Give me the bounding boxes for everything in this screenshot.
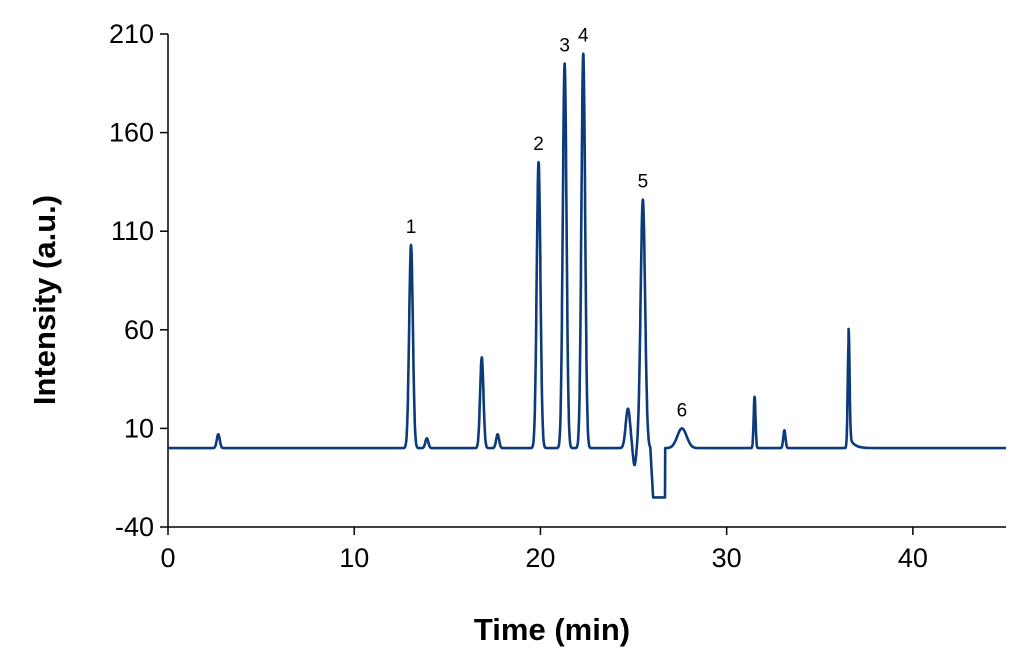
peak-label-4: 4 <box>578 26 589 47</box>
peak-label-2: 2 <box>533 134 544 155</box>
peak-labels: 1 2 3 4 5 6 <box>406 26 688 422</box>
chromatogram-trace <box>166 52 1008 499</box>
x-tick-label: 20 <box>525 543 555 573</box>
y-tick-label: 60 <box>124 315 154 345</box>
y-tick-label: 110 <box>111 216 154 246</box>
x-tick-label: 40 <box>898 543 928 573</box>
peak-label-3: 3 <box>559 36 570 57</box>
x-axis-title: Time (min) <box>474 612 630 647</box>
y-tick-label: 160 <box>109 118 154 148</box>
tick-labels: -40 10 60 110 160 210 0 10 20 30 40 <box>109 19 928 573</box>
x-tick-label: 30 <box>712 543 742 573</box>
tick-marks <box>160 33 914 535</box>
y-axis-title: Intensity (a.u.) <box>27 195 62 405</box>
peak-label-5: 5 <box>638 172 649 193</box>
axes <box>167 34 1006 528</box>
x-tick-label: 0 <box>160 543 175 573</box>
y-tick-label: 10 <box>124 413 154 443</box>
peak-label-1: 1 <box>406 217 417 238</box>
y-tick-label: 210 <box>109 19 154 49</box>
y-tick-label: -40 <box>115 512 154 542</box>
peak-label-6: 6 <box>677 400 688 421</box>
x-tick-label: 10 <box>339 543 369 573</box>
